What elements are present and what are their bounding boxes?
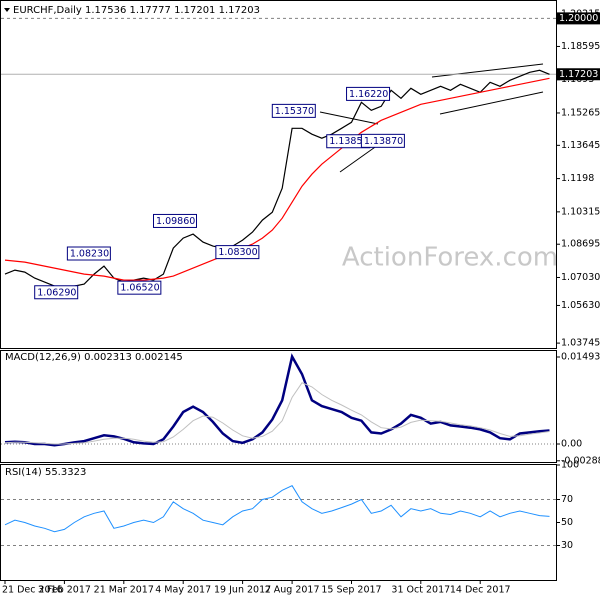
- x-tick-label: 21 Mar 2017: [94, 585, 154, 596]
- rsi-title: RSI(14) 55.3323: [5, 467, 86, 478]
- trend-lines: [319, 63, 544, 173]
- y-tick-label: 1.05630: [561, 300, 600, 311]
- x-tick-label: 21 Dec 2016: [2, 585, 63, 596]
- watermark: ActionForex.com: [342, 243, 558, 273]
- y-tick-label: 1.03745: [561, 338, 600, 349]
- series-line: [4, 485, 550, 533]
- y-tick-label: 0.00: [561, 439, 582, 450]
- annotation-label: 1.06520: [120, 283, 159, 294]
- annotation-label: 1.08230: [70, 249, 109, 260]
- y-tick-label: 1.13645: [561, 140, 600, 151]
- annotation-box: [66, 246, 111, 261]
- y-tick-label: 100: [561, 460, 579, 471]
- x-tick-label: 3 Feb 2017: [38, 585, 91, 596]
- level-label: 1.20000: [559, 13, 598, 24]
- y-tick-label: 1.1198: [561, 173, 594, 184]
- annotation-label: 1.06290: [37, 287, 76, 298]
- annotation-label: 1.13850: [329, 136, 368, 147]
- annotation-box: [346, 86, 391, 101]
- x-tick-label: 15 Sep 2017: [321, 585, 381, 596]
- y-tick-label: 0.014936: [561, 352, 600, 363]
- annotation-label: 1.15370: [275, 106, 314, 117]
- trend-line: [339, 144, 379, 173]
- series-line: [4, 69, 550, 289]
- x-tick-label: 2 Aug 2017: [265, 585, 320, 596]
- x-tick-label: 19 Jun 2017: [214, 585, 271, 596]
- x-tick-label: 31 Oct 2017: [391, 585, 450, 596]
- y-tick-label: 1.15265: [561, 107, 600, 118]
- level-label: 1.17203: [559, 69, 598, 80]
- x-tick-label: 14 Dec 2017: [450, 585, 511, 596]
- x-tick-label: 4 May 2017: [155, 585, 211, 596]
- annotation-label: 1.13870: [364, 136, 403, 147]
- trend-line: [319, 111, 379, 125]
- trend-line: [431, 63, 544, 78]
- y-tick-label: 1.08695: [561, 239, 600, 250]
- y-tick-label: 30: [561, 540, 573, 551]
- y-tick-label: 70: [561, 494, 573, 505]
- series-line: [4, 77, 550, 281]
- level-label-box: [557, 68, 600, 81]
- rsi-panel: [0, 464, 557, 581]
- annotation-box: [215, 245, 260, 260]
- annotation-label: 1.09860: [156, 216, 195, 227]
- y-tick-label: 50: [561, 517, 573, 528]
- series-line: [4, 353, 550, 447]
- price-panel: [0, 0, 557, 349]
- annotation-box: [153, 213, 197, 228]
- chart-title: EURCHF,Daily 1.17536 1.17777 1.17201 1.1…: [13, 5, 260, 16]
- y-tick-label: 1.10315: [561, 206, 600, 217]
- annotation-box: [117, 280, 162, 295]
- y-tick-label: 1.18595: [561, 41, 600, 52]
- annotation-box: [34, 285, 79, 300]
- annotation-box: [271, 103, 316, 118]
- y-tick-label: -0.002882: [561, 455, 600, 466]
- level-label-box: [557, 12, 600, 25]
- y-tick-label: 1.07030: [561, 272, 600, 283]
- macd-title: MACD(12,26,9) 0.002313 0.002145: [5, 352, 183, 363]
- title-icon: [4, 8, 10, 12]
- annotation-label: 1.16220: [349, 89, 388, 100]
- trend-line: [439, 91, 544, 115]
- macd-panel: [0, 350, 557, 463]
- series-line: [4, 382, 550, 445]
- annotation-label: 1.08300: [218, 247, 257, 258]
- annotation-box: [360, 133, 405, 148]
